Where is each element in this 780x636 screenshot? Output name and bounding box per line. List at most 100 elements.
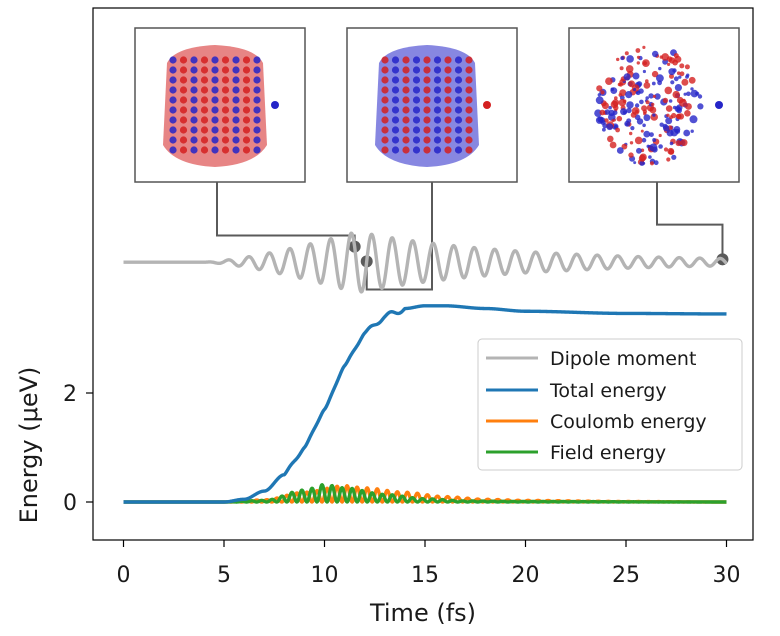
isosurface-blob [221, 106, 230, 114]
isosurface-blob [649, 161, 655, 166]
isosurface-blob [661, 53, 669, 61]
isosurface-blob [668, 57, 676, 64]
isosurface-blob [465, 96, 473, 104]
isosurface-blob [653, 160, 659, 166]
isosurface-blob [613, 105, 619, 111]
isosurface-blob [412, 106, 421, 114]
isosurface-blob [674, 55, 682, 63]
isosurface-blob [454, 106, 463, 114]
isosurface-blob [232, 116, 240, 124]
isosurface-blob [412, 66, 421, 74]
isosurface-blob [643, 82, 651, 89]
isosurface-blob [636, 147, 642, 154]
isosurface-blob [232, 146, 240, 154]
isosurface-blob [649, 106, 657, 114]
isosurface-blob [649, 143, 658, 152]
isosurface-blob [433, 76, 442, 84]
inset-images [134, 27, 740, 183]
isosurface-blob [662, 97, 669, 104]
isosurface-blob [423, 146, 431, 154]
isosurface-blob [606, 123, 614, 131]
isosurface-blob [690, 129, 694, 133]
isosurface-blob [253, 56, 261, 64]
isosurface-blob [179, 66, 188, 74]
isosurface-blob [253, 126, 261, 134]
isosurface-blob [444, 56, 452, 64]
isosurface-blob [663, 125, 670, 132]
isosurface-blob [444, 106, 452, 114]
isosurface-blob [454, 86, 463, 94]
isosurface-blob [626, 55, 634, 63]
isosurface-blob [190, 66, 198, 74]
isosurface-blob [683, 92, 687, 96]
isosurface-blob [433, 96, 442, 104]
isosurface-blob [190, 106, 198, 114]
isosurface-blob [620, 56, 625, 61]
isosurface-blob [685, 103, 692, 110]
isosurface-blob [689, 115, 698, 124]
isosurface-blob [595, 96, 604, 105]
isosurface-blob [616, 115, 623, 122]
isosurface-blob [200, 76, 209, 84]
isosurface-blob [200, 116, 209, 124]
isosurface-blob [232, 136, 240, 144]
isosurface-blob [483, 101, 491, 109]
isosurface-blob [190, 126, 198, 134]
isosurface-blob [645, 100, 650, 105]
isosurface-blob [628, 80, 635, 88]
isosurface-blob [608, 105, 612, 110]
isosurface-blob [659, 122, 664, 127]
isosurface-blob [597, 93, 601, 97]
x-tick-label: 10 [311, 563, 339, 588]
isosurface-blob [444, 76, 452, 84]
isosurface-blob [665, 117, 673, 125]
isosurface-blob [381, 96, 389, 104]
x-axis-ticks: 0 5 10 15 20 25 30 [117, 540, 741, 588]
isosurface-blob [656, 74, 664, 83]
isosurface-blob [444, 116, 452, 124]
isosurface-blob [169, 106, 177, 114]
isosurface-blob [253, 106, 261, 114]
isosurface-blob [668, 68, 676, 76]
isosurface-blob [690, 87, 694, 91]
isosurface-blob [673, 125, 681, 133]
isosurface-blob [652, 113, 656, 117]
isosurface-blob [242, 66, 251, 74]
isosurface-blob [619, 66, 624, 71]
isosurface-blob [639, 160, 645, 166]
isosurface-blob [602, 127, 606, 132]
isosurface-blob [402, 116, 410, 124]
isosurface-blob [200, 66, 209, 74]
isosurface-blob [658, 66, 662, 71]
isosurface-blob [232, 76, 240, 84]
isosurface-blob [391, 76, 400, 84]
isosurface-blob [651, 70, 659, 78]
isosurface-blob [454, 146, 463, 154]
isosurface-blob [629, 141, 634, 145]
isosurface-blob [454, 136, 463, 144]
isosurface-blob [412, 96, 421, 104]
isosurface-blob [465, 116, 473, 124]
isosurface-blob [623, 73, 631, 81]
isosurface-blob [681, 78, 689, 86]
isosurface-blob [465, 76, 473, 84]
isosurface-blob [412, 76, 421, 84]
isosurface-blob [391, 56, 400, 64]
isosurface-blob [253, 96, 261, 104]
isosurface-blob [433, 86, 442, 94]
isosurface-blob [640, 129, 644, 133]
isosurface-blob [682, 98, 686, 102]
isosurface-blob [684, 64, 690, 70]
isosurface-blob [179, 86, 188, 94]
isosurface-blob [242, 86, 251, 94]
isosurface-blob [642, 69, 647, 74]
isosurface-blob [639, 99, 644, 105]
isosurface-blob [412, 116, 421, 124]
isosurface-blob [612, 99, 620, 107]
isosurface-blob [596, 85, 603, 92]
isosurface-blob [190, 116, 198, 124]
x-tick-label: 0 [117, 563, 131, 588]
isosurface-blob [169, 86, 177, 94]
x-tick-label: 15 [411, 563, 439, 588]
